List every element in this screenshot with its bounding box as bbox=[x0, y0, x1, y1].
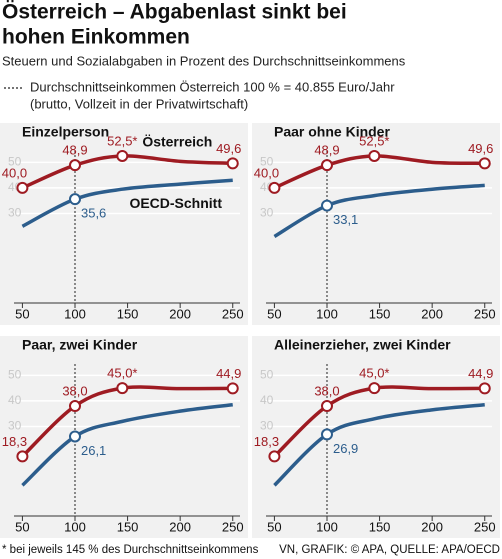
point bbox=[268, 450, 281, 463]
x-tick-label: 100 bbox=[64, 306, 86, 321]
value-label: 38,0 bbox=[62, 383, 87, 398]
point bbox=[16, 450, 29, 463]
value-label: 33,1 bbox=[333, 212, 358, 227]
y-tick-label: 40 bbox=[260, 393, 274, 407]
x-tick-label: 200 bbox=[169, 306, 191, 321]
point bbox=[116, 382, 129, 395]
series-line bbox=[273, 183, 485, 239]
title-line: hohen Einkommen bbox=[2, 26, 190, 49]
note: (brutto, Vollzeit in der Privatwirtschaf… bbox=[30, 96, 248, 111]
footnote: * bei jeweils 145 % des Durchschnittsein… bbox=[2, 544, 259, 556]
legend-label: Österreich bbox=[142, 134, 212, 150]
point bbox=[68, 159, 81, 172]
series-line bbox=[21, 403, 233, 487]
panel: Paar, zwei Kinder 30 40 50 50 100 150 200 250 18,… bbox=[0, 336, 248, 538]
value-label: 49,6 bbox=[468, 141, 493, 156]
point bbox=[320, 428, 333, 441]
subtitle: Steuern und Sozialabgaben in Prozent des… bbox=[2, 53, 406, 68]
x-tick-label: 100 bbox=[316, 306, 338, 321]
y-tick-label: 50 bbox=[260, 155, 274, 169]
value-label: 52,5* bbox=[359, 133, 389, 148]
point bbox=[116, 149, 129, 162]
panel-title: Paar ohne Kinder bbox=[274, 124, 390, 140]
y-tick-label: 50 bbox=[260, 368, 274, 382]
panel-title: Einzelperson bbox=[22, 124, 109, 140]
value-label: 52,5* bbox=[107, 133, 137, 148]
x-tick-label: 150 bbox=[369, 306, 391, 321]
x-tick-label: 150 bbox=[117, 519, 139, 534]
x-tick-label: 50 bbox=[15, 306, 29, 321]
point bbox=[226, 157, 239, 170]
point bbox=[226, 382, 239, 395]
x-tick-label: 200 bbox=[421, 519, 443, 534]
value-label: 45,0* bbox=[359, 366, 389, 381]
y-tick-label: 50 bbox=[8, 155, 22, 169]
x-tick-label: 250 bbox=[222, 306, 244, 321]
panel: Alleinerzieher, zwei Kinder 30 40 50 50 100 15… bbox=[252, 336, 500, 538]
legend-label: OECD-Schnitt bbox=[129, 195, 222, 211]
value-label: 40,0 bbox=[2, 165, 27, 180]
x-tick-label: 200 bbox=[169, 519, 191, 534]
x-tick-label: 250 bbox=[474, 306, 496, 321]
value-label: 26,1 bbox=[81, 443, 106, 458]
point bbox=[68, 400, 81, 413]
x-tick-label: 100 bbox=[64, 519, 86, 534]
y-tick-label: 30 bbox=[260, 419, 274, 433]
x-tick-label: 150 bbox=[117, 306, 139, 321]
point bbox=[68, 193, 81, 206]
point bbox=[320, 400, 333, 413]
x-tick-label: 50 bbox=[267, 306, 281, 321]
point bbox=[368, 149, 381, 162]
x-tick-label: 100 bbox=[316, 519, 338, 534]
value-label: 26,9 bbox=[333, 441, 358, 456]
value-label: 49,6 bbox=[216, 141, 241, 156]
value-label: 35,6 bbox=[81, 206, 106, 221]
series-line bbox=[273, 403, 485, 487]
x-tick-label: 250 bbox=[474, 519, 496, 534]
value-label: 18,3 bbox=[254, 434, 279, 449]
y-tick-label: 50 bbox=[8, 368, 22, 382]
x-tick-label: 50 bbox=[267, 519, 281, 534]
point bbox=[320, 159, 333, 172]
point bbox=[478, 382, 491, 395]
value-label: 38,0 bbox=[314, 383, 339, 398]
x-tick-label: 250 bbox=[222, 519, 244, 534]
point bbox=[268, 181, 281, 194]
value-label: 48,9 bbox=[314, 143, 339, 158]
value-label: 48,9 bbox=[62, 143, 87, 158]
value-label: 44,9 bbox=[216, 366, 241, 381]
source: VN, GRAFIK: © APA, QUELLE: APA/OECD bbox=[279, 544, 500, 556]
note: Durchschnittseinkommen Österreich 100 % … bbox=[30, 79, 395, 94]
value-label: 40,0 bbox=[254, 165, 279, 180]
x-tick-label: 200 bbox=[421, 306, 443, 321]
point bbox=[478, 157, 491, 170]
y-tick-label: 40 bbox=[8, 393, 22, 407]
point bbox=[68, 430, 81, 443]
value-label: 45,0* bbox=[107, 366, 137, 381]
y-tick-label: 30 bbox=[260, 206, 274, 220]
point bbox=[16, 181, 29, 194]
series-line bbox=[21, 178, 233, 228]
point bbox=[320, 199, 333, 212]
value-label: 44,9 bbox=[468, 366, 493, 381]
panel-title: Alleinerzieher, zwei Kinder bbox=[274, 337, 451, 353]
value-label: 18,3 bbox=[2, 434, 27, 449]
y-tick-label: 30 bbox=[8, 206, 22, 220]
x-tick-label: 50 bbox=[15, 519, 29, 534]
panel-title: Paar, zwei Kinder bbox=[22, 337, 138, 353]
title-line: Österreich – Abgabenlast sinkt bei bbox=[2, 1, 347, 24]
y-tick-label: 30 bbox=[8, 419, 22, 433]
x-tick-label: 150 bbox=[369, 519, 391, 534]
point bbox=[368, 382, 381, 395]
